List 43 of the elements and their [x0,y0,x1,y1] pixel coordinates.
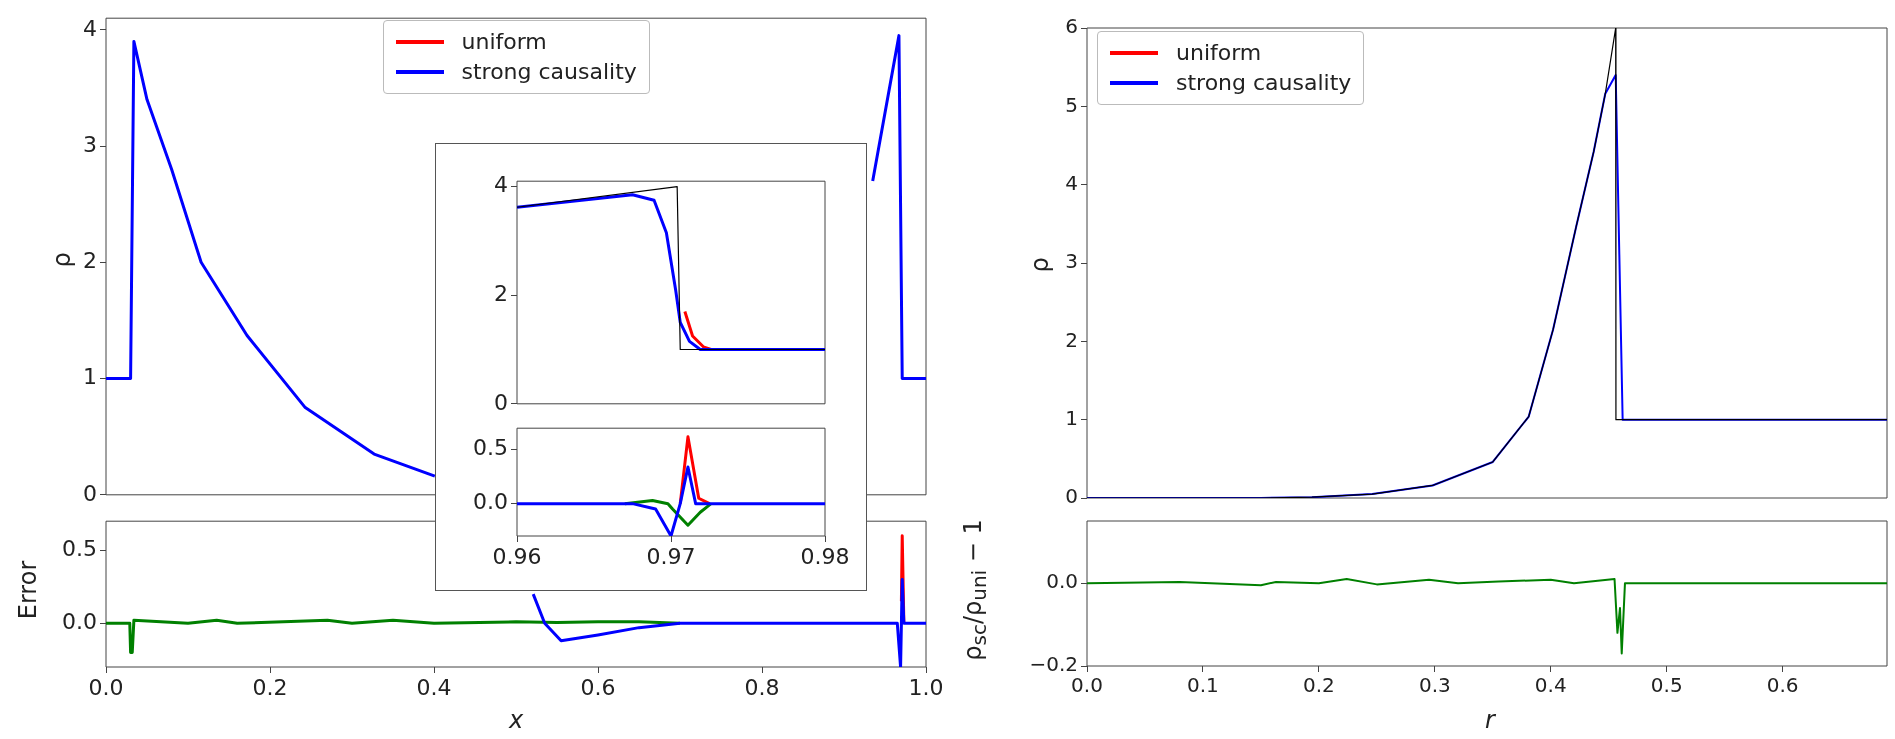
y-tick-label: 2 [83,248,97,274]
y-tick-label: 1 [83,364,97,390]
x-tick-label: 0.97 [646,543,696,569]
y-tick-label: 4 [83,15,97,41]
y-tick-label: 1 [1065,405,1078,430]
y-tick-label: 0.0 [1046,569,1078,594]
x-tick-label: 0.2 [252,674,288,700]
x-tick-label: 0.2 [1302,673,1335,698]
y-axis-title: ρ [48,252,76,268]
x-tick-label: 0.8 [744,674,780,700]
legend-label: uniform [1176,39,1262,67]
y-tick-label: 4 [494,172,508,198]
y-tick-label: 6 [1065,14,1078,39]
y-tick-label: 2 [1065,327,1078,352]
y-tick-label: 0 [83,480,97,506]
legend-label: uniform [461,28,547,56]
x-tick-label: 0.96 [492,543,542,569]
x-axis-title: x [508,706,524,734]
y-tick-label: 0.0 [473,489,508,515]
y-tick-label: 5 [1065,92,1078,117]
x-tick-label: 0.4 [416,674,452,700]
x-tick-label: 0.1 [1187,673,1219,698]
y-tick-label: 0.0 [62,608,97,634]
y-tick-label: 0.5 [473,435,508,461]
x-tick-label: 0.4 [1534,673,1567,698]
x-tick-label: 0.6 [1766,673,1799,698]
x-tick-label: 0.5 [1650,673,1683,698]
y-axis-title: ρ [1026,257,1054,273]
y-tick-label: 3 [1065,249,1078,274]
y-tick-label: 3 [83,131,97,157]
x-tick-label: 0.6 [580,674,616,700]
y-tick-label: −0.2 [1029,652,1078,677]
x-tick-label: 0.3 [1418,673,1451,698]
y-tick-label: 4 [1065,170,1078,195]
y-tick-label: 0 [494,389,508,415]
x-axis-title: r [1485,706,1495,734]
y-tick-label: 0 [1065,484,1078,509]
legend-label: strong causality [1176,69,1352,97]
x-tick-label: 1.0 [908,674,944,700]
y-tick-label: 2 [494,280,508,306]
y-axis-title: Error [14,560,42,620]
x-tick-label: 0.98 [800,543,850,569]
legend-label: strong causality [461,58,637,86]
